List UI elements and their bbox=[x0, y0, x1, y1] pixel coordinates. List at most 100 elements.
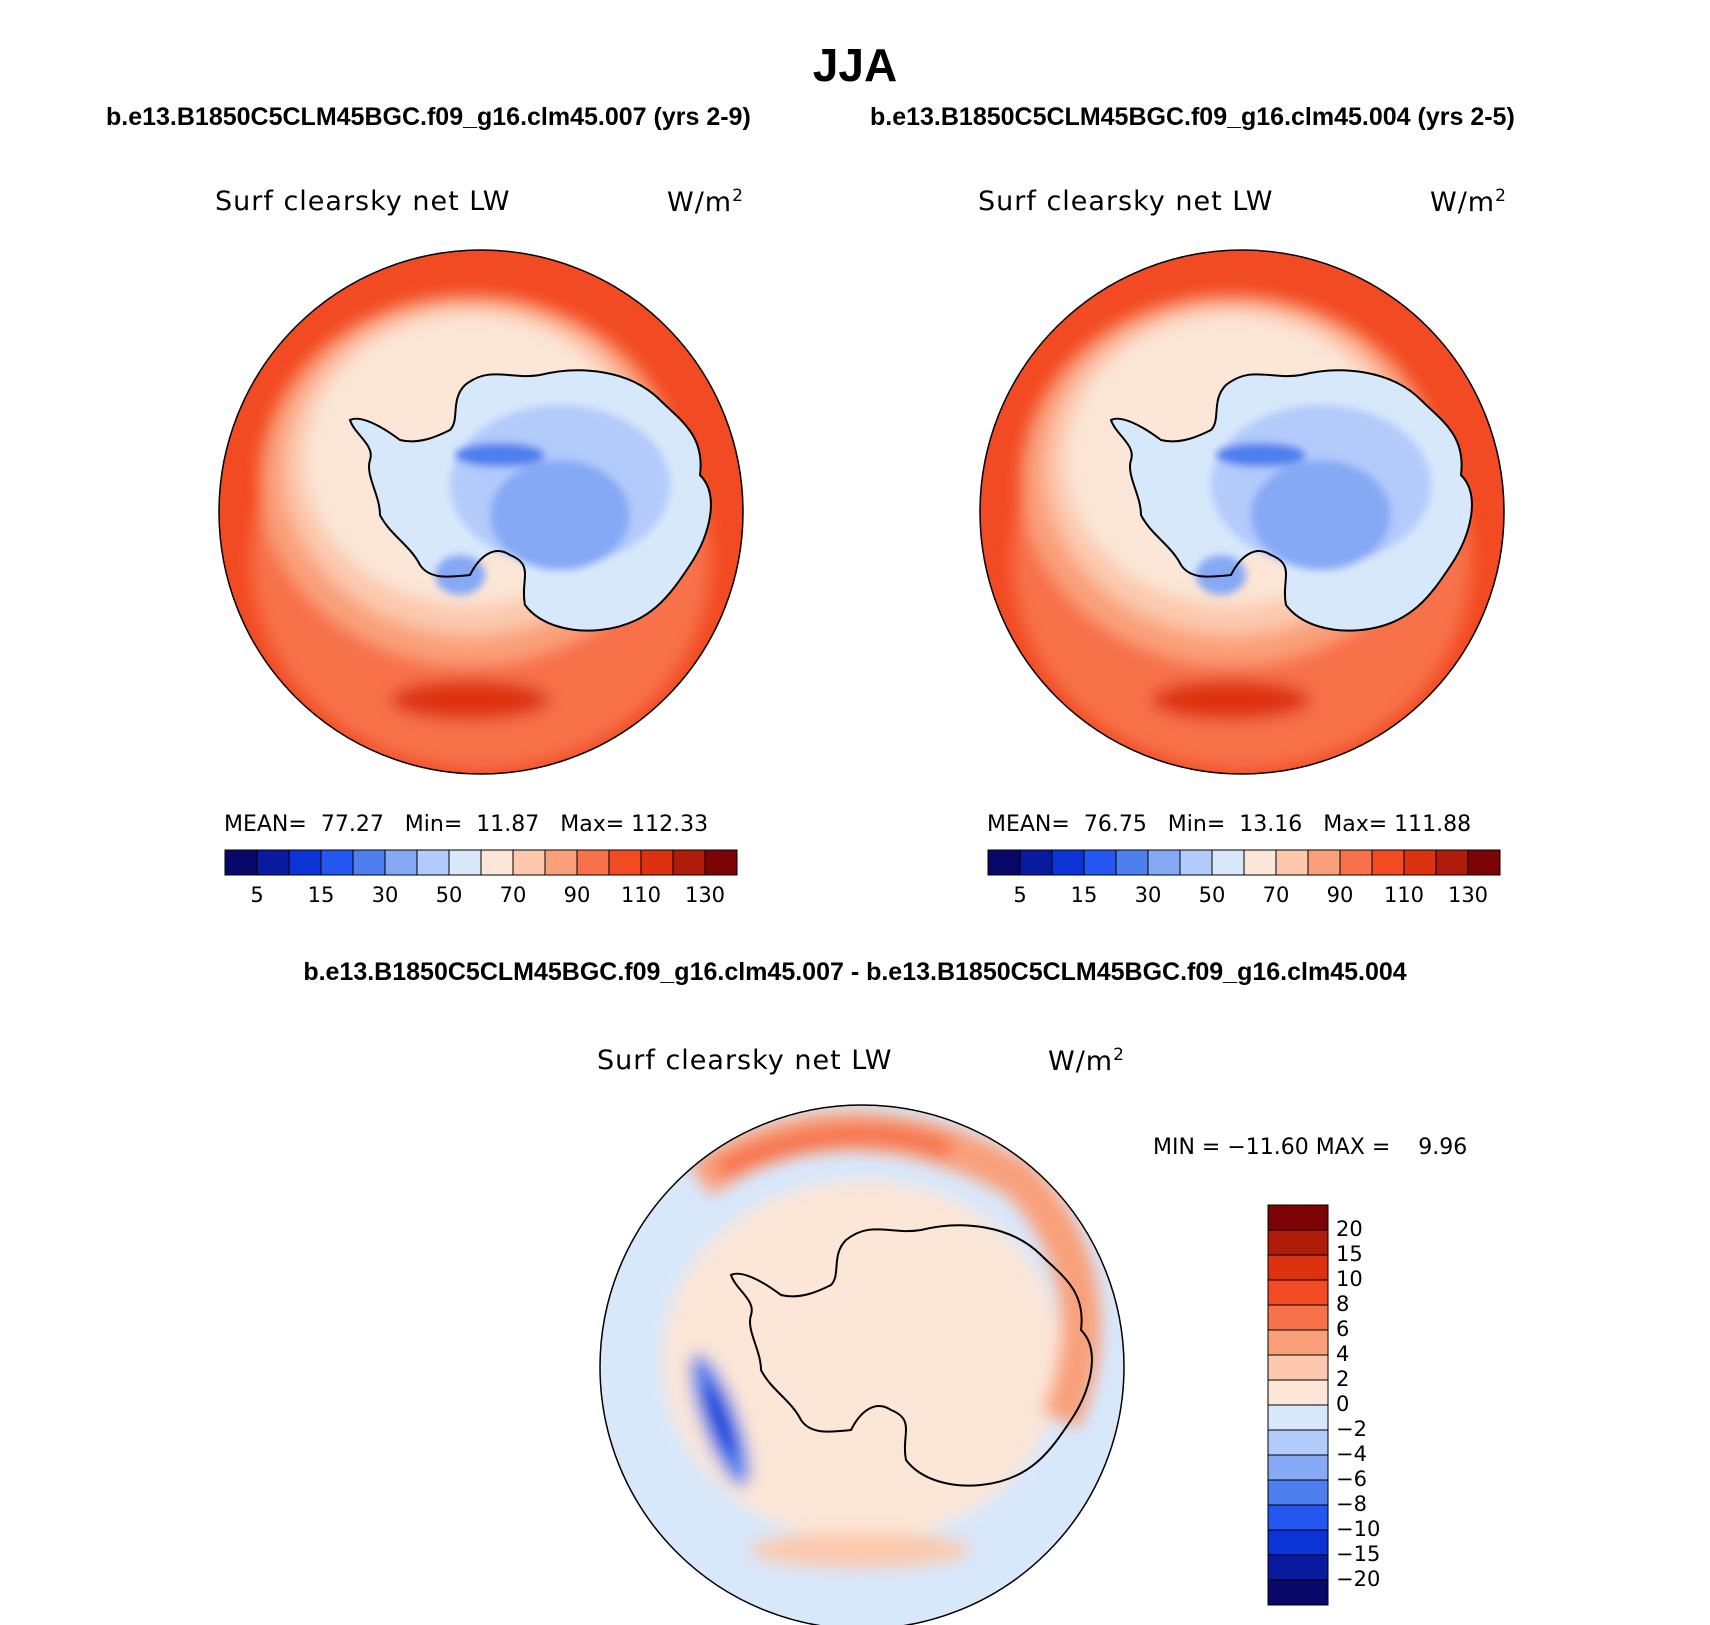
season-title: JJA bbox=[812, 39, 898, 91]
colorbar-tick-label: 50 bbox=[435, 883, 463, 907]
colorbar-swatch bbox=[640, 849, 674, 876]
colorbar-swatch bbox=[480, 849, 514, 876]
colorbar-swatch bbox=[1267, 1454, 1329, 1481]
colorbar-swatch bbox=[1051, 849, 1085, 876]
colorbar-tick-label: −8 bbox=[1336, 1492, 1367, 1516]
colorbar-tick-label: −2 bbox=[1336, 1417, 1367, 1441]
colorbar-swatch bbox=[1267, 1504, 1329, 1531]
colorbar-swatch bbox=[576, 849, 610, 876]
colorbar-tick-label: −15 bbox=[1336, 1542, 1381, 1566]
panel2-map-outline bbox=[979, 249, 1505, 775]
colorbar-swatch bbox=[1267, 1329, 1329, 1356]
colorbar-swatch bbox=[1267, 1204, 1329, 1231]
panel2-colorbar bbox=[987, 849, 1501, 876]
colorbar-swatch bbox=[320, 849, 354, 876]
colorbar-swatch bbox=[608, 849, 642, 876]
colorbar-swatch bbox=[1267, 1404, 1329, 1431]
colorbar-swatch bbox=[1243, 849, 1277, 876]
colorbar-swatch bbox=[1179, 849, 1213, 876]
colorbar-tick-label: 50 bbox=[1198, 883, 1226, 907]
panel1-stats: MEAN= 77.27 Min= 11.87 Max= 112.33 bbox=[224, 812, 709, 837]
colorbar-tick-label: 15 bbox=[1336, 1242, 1363, 1266]
colorbar-tick-label: 90 bbox=[563, 883, 591, 907]
case2-title: b.e13.B1850C5CLM45BGC.f09_g16.clm45.004 … bbox=[870, 103, 1515, 131]
panel3-map-outline bbox=[599, 1104, 1125, 1625]
colorbar-swatch bbox=[1019, 849, 1053, 876]
colorbar-swatch bbox=[1267, 1354, 1329, 1381]
colorbar-swatch bbox=[1267, 1279, 1329, 1306]
colorbar-swatch bbox=[1267, 1529, 1329, 1556]
colorbar-swatch bbox=[1267, 1554, 1329, 1581]
panel3-variable-label: Surf clearsky net LW bbox=[597, 1045, 893, 1076]
colorbar-swatch bbox=[1371, 849, 1405, 876]
colorbar-swatch bbox=[512, 849, 546, 876]
colorbar-tick-label: 15 bbox=[307, 883, 335, 907]
colorbar-tick-label: 20 bbox=[1336, 1217, 1363, 1241]
panel1-map bbox=[219, 250, 743, 774]
colorbar-tick-label: 5 bbox=[250, 883, 264, 907]
colorbar-tick-label: 4 bbox=[1336, 1342, 1350, 1366]
colorbar-swatch bbox=[1267, 1479, 1329, 1506]
colorbar-tick-label: 130 bbox=[1447, 883, 1489, 907]
panel3-units-label: W/m2 bbox=[1048, 1045, 1125, 1077]
colorbar-swatch bbox=[224, 849, 258, 876]
panel2-map bbox=[980, 250, 1504, 774]
colorbar-swatch bbox=[1275, 849, 1309, 876]
colorbar-tick-label: −10 bbox=[1336, 1517, 1381, 1541]
colorbar-swatch bbox=[1339, 849, 1373, 876]
colorbar-tick-label: 110 bbox=[620, 883, 662, 907]
colorbar-tick-label: 8 bbox=[1336, 1292, 1350, 1316]
colorbar-swatch bbox=[256, 849, 290, 876]
colorbar-swatch bbox=[288, 849, 322, 876]
colorbar-tick-label: 130 bbox=[684, 883, 726, 907]
colorbar-swatch bbox=[1267, 1304, 1329, 1331]
colorbar-tick-label: 2 bbox=[1336, 1367, 1350, 1391]
colorbar-swatch bbox=[352, 849, 386, 876]
panel2-variable-label: Surf clearsky net LW bbox=[978, 186, 1274, 217]
colorbar-swatch bbox=[1435, 849, 1469, 876]
panel1-colorbar bbox=[224, 849, 738, 876]
colorbar-swatch bbox=[448, 849, 482, 876]
colorbar-tick-label: −6 bbox=[1336, 1467, 1367, 1491]
colorbar-swatch bbox=[1147, 849, 1181, 876]
colorbar-tick-label: 110 bbox=[1383, 883, 1425, 907]
colorbar-swatch bbox=[1267, 1579, 1329, 1606]
colorbar-tick-label: −20 bbox=[1336, 1567, 1381, 1591]
colorbar-tick-label: 90 bbox=[1326, 883, 1354, 907]
colorbar-swatch bbox=[1083, 849, 1117, 876]
case1-title: b.e13.B1850C5CLM45BGC.f09_g16.clm45.007 … bbox=[106, 103, 751, 131]
colorbar-swatch bbox=[672, 849, 706, 876]
colorbar-tick-label: 15 bbox=[1070, 883, 1098, 907]
colorbar-swatch bbox=[416, 849, 450, 876]
colorbar-tick-label: 6 bbox=[1336, 1317, 1350, 1341]
colorbar-swatch bbox=[544, 849, 578, 876]
colorbar-swatch bbox=[1403, 849, 1437, 876]
colorbar-swatch bbox=[1267, 1429, 1329, 1456]
panel3-stats: MIN = −11.60 MAX = 9.96 bbox=[1153, 1135, 1468, 1160]
colorbar-swatch bbox=[987, 849, 1021, 876]
panel2-units-label: W/m2 bbox=[1430, 186, 1507, 218]
colorbar-tick-label: 30 bbox=[371, 883, 399, 907]
panel2-stats: MEAN= 76.75 Min= 13.16 Max= 111.88 bbox=[987, 812, 1472, 837]
difference-title: b.e13.B1850C5CLM45BGC.f09_g16.clm45.007 … bbox=[303, 958, 1407, 986]
colorbar-tick-label: 70 bbox=[1262, 883, 1290, 907]
colorbar-swatch bbox=[704, 849, 738, 876]
panel1-units-label: W/m2 bbox=[667, 186, 744, 218]
colorbar-swatch bbox=[1267, 1254, 1329, 1281]
colorbar-swatch bbox=[384, 849, 418, 876]
panel1-map-outline bbox=[218, 249, 744, 775]
colorbar-tick-label: 0 bbox=[1336, 1392, 1350, 1416]
colorbar-tick-label: 10 bbox=[1336, 1267, 1363, 1291]
colorbar-swatch bbox=[1211, 849, 1245, 876]
colorbar-swatch bbox=[1267, 1229, 1329, 1256]
panel3-colorbar bbox=[1267, 1204, 1329, 1606]
colorbar-swatch bbox=[1115, 849, 1149, 876]
panel1-variable-label: Surf clearsky net LW bbox=[215, 186, 511, 217]
colorbar-swatch bbox=[1267, 1379, 1329, 1406]
colorbar-swatch bbox=[1467, 849, 1501, 876]
colorbar-tick-label: −4 bbox=[1336, 1442, 1367, 1466]
colorbar-tick-label: 70 bbox=[499, 883, 527, 907]
colorbar-tick-label: 30 bbox=[1134, 883, 1162, 907]
panel3-map bbox=[600, 1105, 1124, 1625]
